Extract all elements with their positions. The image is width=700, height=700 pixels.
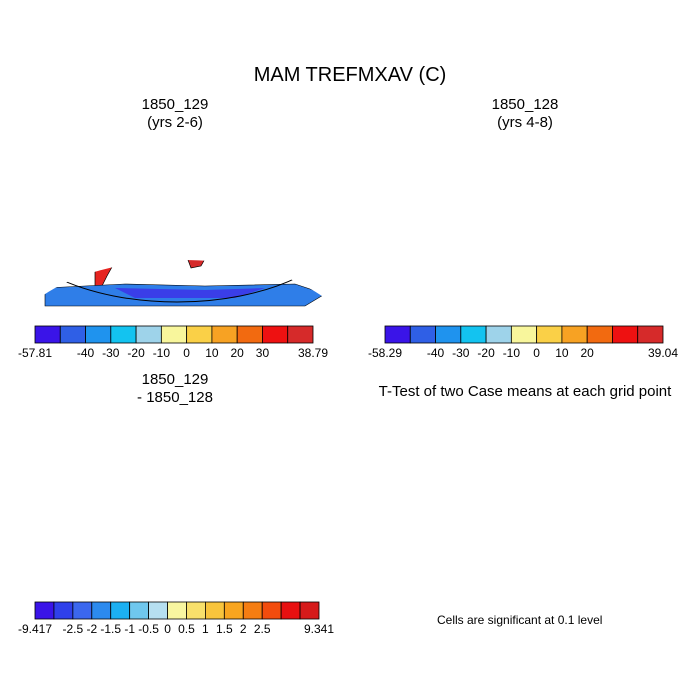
map-panel-1 — [10, 260, 350, 307]
colorbar-3-tick-label: -2 — [86, 622, 98, 636]
colorbar-1-swatch — [59, 325, 86, 344]
panel-4-title-line1: T-Test of two Case means at each grid po… — [378, 383, 672, 400]
colorbar-2-swatch — [586, 325, 613, 344]
colorbar-3-swatch — [167, 601, 187, 620]
colorbar-1-tick-label: -20 — [127, 346, 145, 360]
colorbar-2-tick-label: -10 — [502, 346, 521, 360]
colorbar-3-swatch — [261, 601, 282, 620]
colorbar-1-tick-label: -10 — [152, 346, 171, 360]
colorbar-1-tick-label: 10 — [205, 346, 219, 360]
colorbar-3-swatch — [186, 601, 206, 620]
colorbar-2-swatch — [612, 325, 639, 344]
colorbar-1-swatch — [135, 325, 162, 344]
colorbar-3-tick-label: -1.5 — [100, 622, 122, 636]
colorbar-1-swatch — [211, 325, 238, 344]
colorbar-2-tick-label: -40 — [426, 346, 445, 360]
colorbar-panel-3 — [34, 601, 320, 620]
colorbar-3-swatch — [242, 601, 263, 620]
colorbar-1-tick-label: -30 — [102, 346, 120, 360]
map-panel-3 — [5, 410, 349, 586]
colorbar-3-tick-label: 2.5 — [253, 622, 271, 636]
colorbar-1-tick-label: 38.79 — [297, 346, 329, 360]
colorbar-panel-2 — [384, 325, 664, 344]
colorbar-1-swatch — [287, 325, 314, 344]
colorbar-3-swatch — [148, 601, 168, 620]
colorbar-1-tick-label: 20 — [230, 346, 244, 360]
colorbar-2-swatch — [561, 325, 588, 344]
colorbar-1-swatch — [34, 325, 61, 344]
colorbar-1-swatch — [236, 325, 263, 344]
significance-note: Cells are significant at 0.1 level — [437, 613, 603, 627]
panel-2-title: 1850_128 (yrs 4-8) — [435, 96, 615, 132]
panel-3-title: 1850_129 - 1850_128 — [85, 371, 265, 407]
colorbar-3-swatch — [129, 601, 150, 620]
colorbar-2-tick-label: 39.04 — [647, 346, 679, 360]
colorbar-3-tick-label: -2.5 — [62, 622, 84, 636]
colorbar-1-tick-label: 30 — [255, 346, 270, 360]
colorbar-3-swatch — [223, 601, 244, 620]
colorbar-3-tick-label: 9.341 — [303, 622, 335, 636]
panel-3-title-line1: 1850_129 — [141, 371, 209, 388]
colorbar-2-swatch — [384, 325, 411, 344]
colorbar-2-tick-label: -20 — [477, 346, 495, 360]
panel-3-title-line2: - 1850_128 — [137, 389, 213, 406]
colorbar-3-swatch — [299, 601, 320, 620]
colorbar-1-swatch — [85, 325, 112, 344]
colorbar-3-swatch — [72, 601, 93, 620]
colorbar-3-tick-label: 0 — [164, 622, 171, 636]
colorbar-1-tick-label: -57.81 — [17, 346, 53, 360]
colorbar-3-swatch — [53, 601, 74, 620]
colorbar-2-swatch — [485, 325, 512, 344]
colorbar-2-tick-label: 10 — [555, 346, 569, 360]
colorbar-3-tick-label: 1 — [202, 622, 209, 636]
map-panel-4 — [354, 410, 698, 586]
colorbar-2-swatch — [460, 325, 487, 344]
colorbar-2-swatch — [637, 325, 664, 344]
colorbar-1-tick-label: -40 — [76, 346, 95, 360]
figure-title: MAM TREFMXAV (C) — [253, 64, 447, 86]
colorbar-2-tick-label: -30 — [452, 346, 470, 360]
colorbar-3-tick-label: -1 — [124, 622, 135, 636]
colorbar-2-tick-label: 0 — [533, 346, 540, 360]
colorbar-3-tick-label: -0.5 — [138, 622, 159, 636]
colorbar-3-swatch — [204, 601, 225, 620]
colorbar-2-swatch — [536, 325, 563, 344]
colorbar-2-swatch — [409, 325, 436, 344]
panel-1-title-line1: 1850_129 — [141, 96, 209, 113]
colorbar-panel-1 — [34, 325, 314, 344]
colorbar-2-tick-label: 20 — [580, 346, 594, 360]
colorbar-1-swatch — [262, 325, 289, 344]
panel-1-title-line2: (yrs 2-6) — [147, 114, 203, 131]
colorbar-3-tick-label: 1.5 — [215, 622, 233, 636]
panel-4-title: T-Test of two Case means at each grid po… — [350, 383, 700, 401]
colorbar-1-swatch — [186, 325, 213, 344]
colorbar-1-tick-label: 0 — [183, 346, 190, 360]
colorbar-1-swatch — [110, 325, 137, 344]
panel-1-title: 1850_129 (yrs 2-6) — [85, 96, 265, 132]
colorbar-3-tick-label: 2 — [239, 622, 247, 636]
map-panel-2 — [354, 130, 698, 306]
colorbar-1-swatch — [160, 325, 188, 344]
panel-2-title-line1: 1850_128 — [491, 96, 559, 113]
colorbar-2-swatch — [435, 325, 462, 344]
colorbar-3-swatch — [91, 601, 112, 620]
colorbar-2-swatch — [510, 325, 538, 344]
colorbar-3-tick-label: -9.417 — [17, 622, 53, 636]
colorbar-2-tick-label: -58.29 — [367, 346, 403, 360]
colorbar-3-tick-label: 0.5 — [178, 622, 195, 636]
colorbar-3-swatch — [280, 601, 301, 620]
colorbar-3-swatch — [110, 601, 131, 620]
panel-2-title-line2: (yrs 4-8) — [497, 114, 553, 131]
colorbar-3-swatch — [34, 601, 55, 620]
